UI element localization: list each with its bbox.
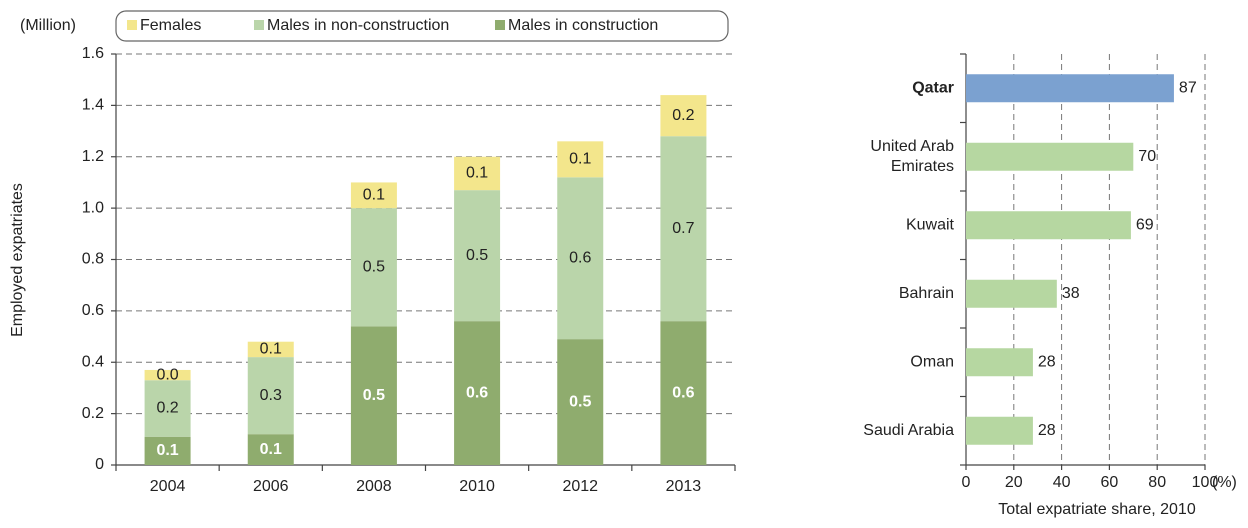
data-label: 0.5 bbox=[569, 393, 591, 410]
bar-segment bbox=[350, 326, 397, 465]
unit-label: (Million) bbox=[20, 17, 76, 34]
x-tick-label: 2012 bbox=[562, 478, 598, 495]
data-label: 0.7 bbox=[672, 220, 694, 237]
data-label: 0.1 bbox=[569, 151, 591, 168]
bar-segment bbox=[350, 182, 397, 209]
legend-swatch bbox=[254, 20, 264, 30]
data-label: 28 bbox=[1038, 422, 1056, 439]
y-tick-label: 0.6 bbox=[82, 302, 104, 319]
x-tick-label: 2006 bbox=[253, 478, 289, 495]
data-label: 0.1 bbox=[363, 187, 385, 204]
x-tick-label: 2008 bbox=[356, 478, 392, 495]
bar-segment bbox=[557, 339, 604, 465]
bar bbox=[966, 279, 1057, 308]
bar-segment bbox=[144, 380, 191, 437]
x-unit-label: (%) bbox=[1212, 474, 1237, 491]
data-label: 0.2 bbox=[156, 400, 178, 417]
y-tick-label: 1.4 bbox=[82, 97, 104, 114]
data-label: 0.6 bbox=[569, 249, 591, 266]
legend-label: Females bbox=[140, 17, 201, 34]
bar-segment bbox=[660, 136, 707, 322]
bar-segment bbox=[660, 321, 707, 465]
data-label: 0.1 bbox=[260, 441, 282, 458]
y-tick-label: 0.4 bbox=[82, 353, 104, 370]
x-tick-label: 0 bbox=[962, 474, 971, 491]
bar bbox=[966, 416, 1033, 445]
data-label: 0.1 bbox=[260, 341, 282, 358]
y-tick-label: Oman bbox=[910, 353, 954, 370]
x-tick-label: 80 bbox=[1148, 474, 1166, 491]
data-label: 70 bbox=[1138, 148, 1156, 165]
x-tick-label: 40 bbox=[1053, 474, 1071, 491]
y-tick-label: 1.2 bbox=[82, 148, 104, 165]
bar-segment bbox=[350, 208, 397, 327]
legend-box bbox=[115, 10, 729, 42]
data-label: 0.5 bbox=[466, 247, 488, 264]
bar-segment bbox=[144, 436, 191, 465]
y-tick-label: Kuwait bbox=[906, 216, 955, 233]
y-tick-label: Qatar bbox=[912, 79, 954, 96]
data-label: 0.1 bbox=[466, 165, 488, 182]
data-label: 69 bbox=[1136, 216, 1154, 233]
y-axis-label: Employed expatriates bbox=[9, 183, 26, 337]
bar-segment bbox=[557, 177, 604, 340]
bar bbox=[966, 74, 1174, 103]
legend-label: Males in non-construction bbox=[267, 17, 449, 34]
data-label: 0.5 bbox=[363, 387, 385, 404]
y-tick-label: 0.2 bbox=[82, 405, 104, 422]
x-tick-label: 2013 bbox=[666, 478, 702, 495]
y-tick-label: 0 bbox=[95, 456, 104, 473]
bar-segment bbox=[454, 190, 501, 322]
legend-label: Males in construction bbox=[508, 17, 658, 34]
data-label: 0.6 bbox=[466, 384, 488, 401]
y-tick-label: United Arab Emirates bbox=[870, 138, 954, 175]
data-label: 38 bbox=[1062, 285, 1080, 302]
y-tick-label: 1.0 bbox=[82, 199, 104, 216]
x-tick-label: 100 bbox=[1192, 474, 1219, 491]
bar-segment bbox=[247, 434, 294, 465]
data-label: 87 bbox=[1179, 79, 1197, 96]
data-label: 0.0 bbox=[156, 366, 178, 383]
bar bbox=[966, 142, 1134, 171]
bar-segment bbox=[454, 321, 501, 465]
legend-swatch bbox=[495, 20, 505, 30]
x-axis-label: Total expatriate share, 2010 bbox=[998, 501, 1196, 518]
data-label: 0.1 bbox=[156, 442, 178, 459]
x-tick-label: 20 bbox=[1005, 474, 1023, 491]
legend-swatch bbox=[127, 20, 137, 30]
bar-segment bbox=[144, 369, 191, 381]
bar bbox=[966, 348, 1033, 377]
data-label: 0.6 bbox=[672, 384, 694, 401]
data-label: 0.5 bbox=[363, 258, 385, 275]
y-tick-label: 0.8 bbox=[82, 251, 104, 268]
data-label: 0.2 bbox=[672, 107, 694, 124]
bar-segment bbox=[247, 341, 294, 358]
bar-segment bbox=[660, 95, 707, 137]
bar-segment bbox=[557, 141, 604, 178]
bar-segment bbox=[454, 156, 501, 191]
bar bbox=[966, 211, 1131, 240]
y-tick-label: Bahrain bbox=[899, 285, 954, 302]
data-label: 0.3 bbox=[260, 387, 282, 404]
y-tick-label: Saudi Arabia bbox=[863, 422, 954, 439]
x-tick-label: 2004 bbox=[150, 478, 186, 495]
y-tick-label: 1.6 bbox=[82, 45, 104, 62]
x-tick-label: 60 bbox=[1101, 474, 1119, 491]
bar-segment bbox=[247, 357, 294, 435]
x-tick-label: 2010 bbox=[459, 478, 495, 495]
data-label: 28 bbox=[1038, 353, 1056, 370]
